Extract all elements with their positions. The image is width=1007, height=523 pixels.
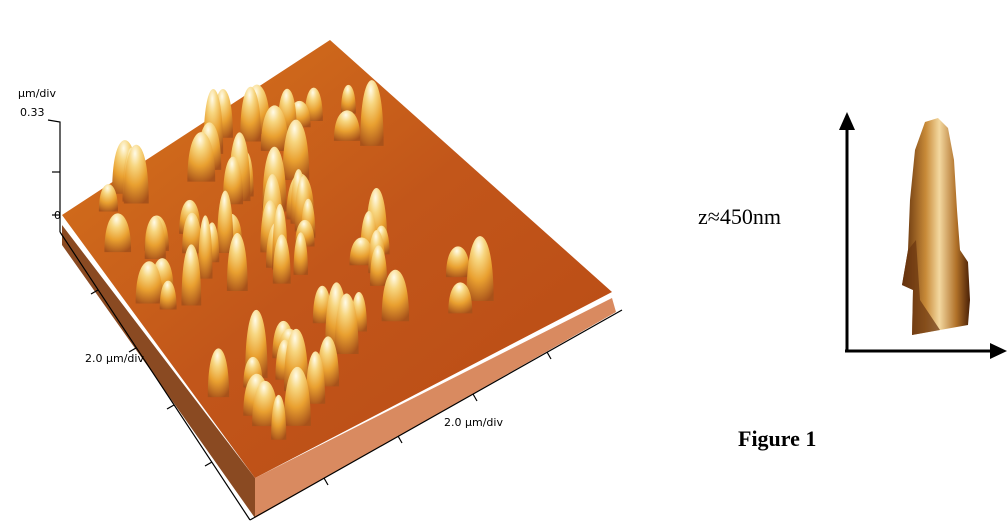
- z-top-label: 0.33: [20, 106, 45, 119]
- right-axis-label: 2.0 µm/div: [444, 416, 503, 429]
- tip: [902, 118, 970, 335]
- axis-tick: [547, 352, 551, 359]
- z-unit: µm/div: [18, 87, 56, 100]
- caption: Figure 1: [738, 426, 816, 451]
- inset: [839, 112, 1007, 359]
- arrowhead: [839, 112, 855, 130]
- axis-tick: [473, 394, 477, 401]
- page: {"figure": { "surface": {"z_unit": "µm/d…: [0, 0, 1007, 523]
- axis-tick: [205, 462, 212, 466]
- axis-tick: [324, 478, 328, 485]
- axis-tick: [167, 405, 174, 409]
- arrowhead: [990, 343, 1007, 359]
- figure: µm/div 0.33 0 2.0 µm/div 2.0 µm/div z≈45…: [0, 0, 1007, 523]
- height-label: z≈450nm: [698, 204, 781, 229]
- axis-tick: [398, 436, 402, 443]
- left-axis-label: 2.0 µm/div: [85, 352, 144, 365]
- z-zero-label: 0: [54, 209, 61, 222]
- surface-top: [62, 40, 612, 478]
